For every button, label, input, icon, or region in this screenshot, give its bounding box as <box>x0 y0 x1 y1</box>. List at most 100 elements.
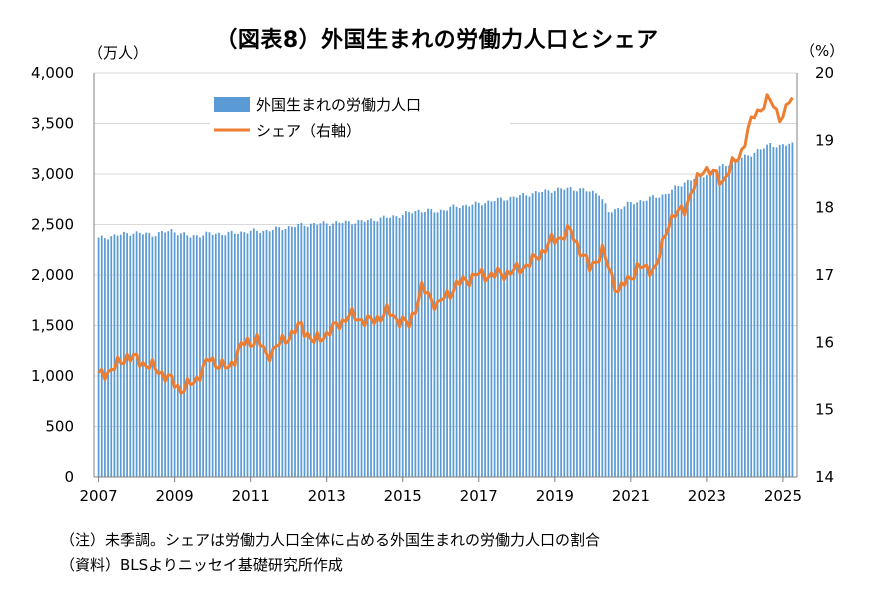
bar <box>104 238 106 477</box>
bar <box>351 224 353 477</box>
left-tick-label: 500 <box>45 418 74 436</box>
bar <box>154 236 157 477</box>
bar <box>585 191 588 477</box>
bar <box>664 194 667 477</box>
bar <box>496 197 499 477</box>
bar <box>262 230 265 477</box>
bar <box>709 170 711 477</box>
bar <box>772 147 775 477</box>
bar <box>373 220 376 477</box>
bar <box>297 223 300 477</box>
bar <box>347 221 350 477</box>
bar <box>775 147 778 477</box>
bar <box>370 218 372 477</box>
bar <box>230 230 233 477</box>
bar <box>465 204 467 478</box>
bar <box>376 221 379 477</box>
bar <box>601 199 604 477</box>
bar <box>629 202 632 477</box>
bar <box>395 216 398 477</box>
bar <box>645 200 648 478</box>
bar <box>522 193 524 477</box>
bar <box>557 187 559 478</box>
bar <box>785 145 787 477</box>
bar <box>427 208 429 477</box>
bar <box>690 180 692 477</box>
right-tick-label: 15 <box>815 401 834 419</box>
bar <box>192 235 195 477</box>
bar <box>316 224 319 477</box>
bar <box>354 223 357 477</box>
bar <box>715 169 718 477</box>
right-axis-unit: （%） <box>800 42 845 60</box>
bar <box>519 195 521 477</box>
bar <box>398 217 401 477</box>
bar <box>199 237 201 477</box>
bar <box>677 186 680 477</box>
bar <box>706 175 708 477</box>
bar <box>633 204 635 478</box>
bar <box>550 192 553 477</box>
legend-box <box>210 94 510 152</box>
bar <box>110 236 113 477</box>
bar <box>639 200 642 478</box>
left-tick-label: 3,500 <box>31 115 74 133</box>
bar <box>753 152 756 477</box>
left-tick-label: 2,500 <box>31 216 74 234</box>
bar <box>328 225 331 477</box>
bar <box>233 233 236 477</box>
bar <box>766 144 768 477</box>
bar <box>595 193 597 477</box>
bar <box>214 233 217 477</box>
bar <box>661 194 664 477</box>
bar <box>202 235 205 477</box>
bar <box>433 212 436 477</box>
bar <box>107 239 109 477</box>
x-tick-label: 2025 <box>764 487 802 505</box>
bar <box>151 236 154 477</box>
x-tick-label: 2015 <box>384 487 422 505</box>
bar <box>357 219 360 477</box>
bar <box>338 222 341 477</box>
bar <box>275 226 277 477</box>
x-tick-label: 2011 <box>232 487 270 505</box>
bar <box>693 178 696 477</box>
bar <box>157 232 160 477</box>
bar <box>449 206 452 477</box>
bar <box>598 195 601 477</box>
footnote-source: （資料）BLSよりニッセイ基礎研究所作成 <box>60 556 343 574</box>
bar <box>686 179 689 477</box>
bar <box>683 182 686 477</box>
bar <box>623 206 626 477</box>
bar <box>566 187 569 477</box>
bar <box>167 231 170 477</box>
bar <box>401 214 404 478</box>
bar <box>626 201 629 477</box>
bar <box>294 227 296 477</box>
bar <box>249 230 252 477</box>
bar <box>534 191 537 477</box>
bar <box>414 211 417 477</box>
bar <box>252 228 255 477</box>
bar <box>306 226 309 477</box>
bar <box>344 220 347 477</box>
bar <box>240 231 243 477</box>
bar <box>183 232 185 477</box>
bar <box>674 185 677 477</box>
right-tick-label: 18 <box>815 199 834 217</box>
x-tick-label: 2021 <box>612 487 650 505</box>
bar <box>205 231 208 477</box>
bar <box>512 196 515 477</box>
bar <box>576 191 578 478</box>
right-tick-label: 20 <box>815 64 834 82</box>
bar <box>737 159 740 477</box>
bar <box>515 197 518 478</box>
bar <box>563 189 566 478</box>
bar <box>525 195 528 477</box>
x-tick-label: 2019 <box>536 487 574 505</box>
bar <box>484 203 486 477</box>
x-tick-label: 2013 <box>308 487 346 505</box>
bar <box>287 226 290 477</box>
bar <box>218 232 220 477</box>
bar <box>408 212 410 478</box>
